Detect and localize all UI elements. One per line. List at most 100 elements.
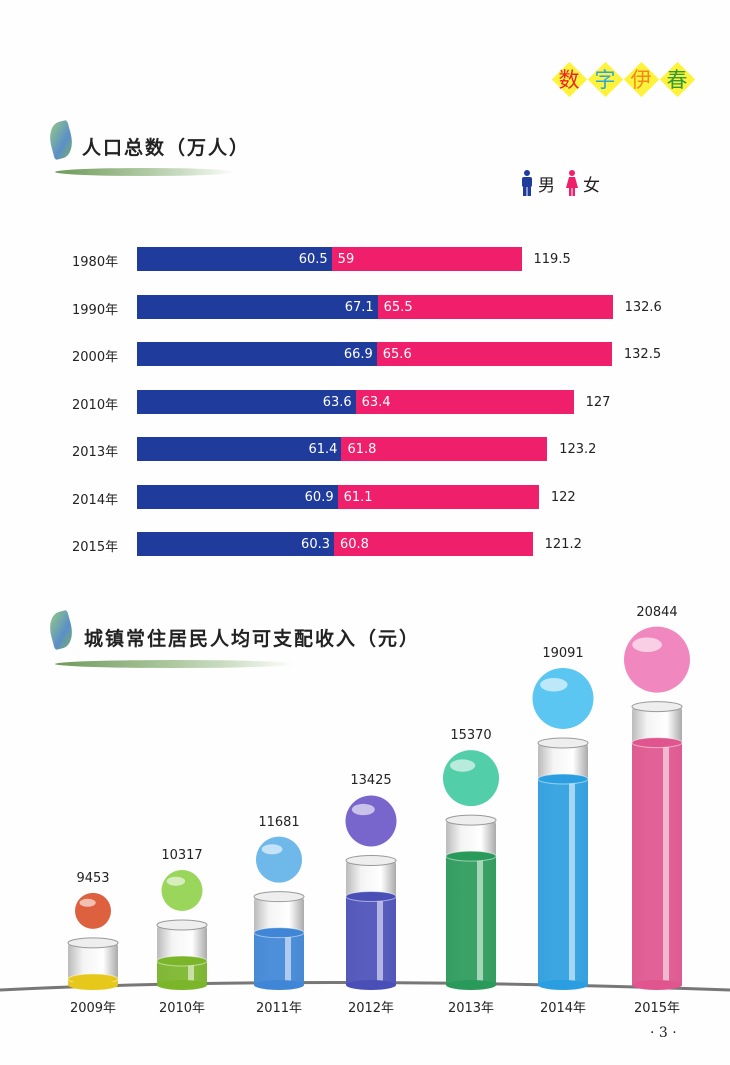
bar-female	[331, 247, 522, 271]
value-female: 65.5	[383, 299, 413, 315]
tube-liquid	[538, 778, 588, 985]
tube-highlight	[188, 960, 194, 985]
globe-icon	[161, 869, 203, 911]
value-label: 20844	[636, 604, 678, 620]
globe-icon	[256, 836, 302, 883]
tube-base	[446, 980, 496, 990]
globe-shine	[166, 876, 186, 886]
globe-icon	[75, 892, 111, 929]
bar-male	[137, 484, 338, 509]
tube-rim	[345, 854, 397, 866]
legend-female: 女	[583, 175, 600, 196]
globe-icon	[443, 750, 499, 807]
category-label: 2009年	[69, 1001, 117, 1016]
tube-rim	[445, 814, 497, 826]
value-male: 66.9	[343, 347, 373, 362]
title-swoosh	[55, 660, 295, 668]
bar-female	[341, 437, 548, 461]
globe-icon	[532, 667, 594, 729]
category-label: 2013年	[447, 1001, 495, 1016]
globe-shine	[540, 678, 568, 692]
value-female: 59	[337, 252, 355, 267]
value-male: 67.1	[344, 299, 374, 315]
category-label: 2012年	[347, 1001, 395, 1016]
category-label: 1990年	[72, 302, 119, 318]
value-label: 15370	[450, 728, 492, 744]
value-female: 60.8	[340, 537, 369, 552]
liquid-surface	[156, 955, 208, 967]
category-label: 2000年	[72, 350, 119, 365]
category-label: 1980年	[72, 255, 119, 270]
value-male: 63.6	[322, 394, 352, 410]
bar-male	[137, 247, 332, 271]
value-total: 132.5	[623, 347, 662, 362]
category-label: 2014年	[539, 1001, 587, 1016]
tube-liquid	[254, 932, 304, 985]
globe-icon	[624, 626, 690, 693]
value-male: 60.3	[301, 537, 330, 552]
tube-rim	[156, 919, 208, 931]
value-label: 9453	[76, 870, 110, 886]
tube-base	[538, 980, 588, 990]
value-label: 11681	[258, 814, 300, 830]
value-female: 63.4	[361, 394, 391, 410]
globe-shine	[632, 637, 662, 653]
tube-liquid	[632, 742, 682, 985]
category-label: 2010年	[72, 397, 119, 413]
tube-rim	[631, 701, 683, 713]
category-label: 2013年	[72, 445, 119, 460]
bar-male	[137, 532, 334, 556]
liquid-surface	[631, 737, 683, 749]
bar-female	[355, 389, 574, 414]
globe-shine	[261, 844, 283, 855]
tube-rim	[537, 737, 589, 749]
value-total: 121.2	[544, 537, 582, 552]
category-label: 2015年	[633, 1001, 681, 1016]
bar-female	[377, 294, 613, 319]
liquid-surface	[345, 890, 397, 902]
value-total: 123.2	[559, 442, 597, 457]
value-label: 10317	[161, 847, 203, 863]
bar-female	[376, 342, 612, 366]
tube-base	[68, 980, 118, 990]
logo-char: 春	[660, 62, 694, 96]
globe-icon	[345, 795, 397, 847]
liquid-surface	[537, 773, 589, 785]
tube-highlight	[569, 778, 575, 985]
value-label: 13425	[350, 773, 392, 789]
category-label: 2014年	[72, 492, 119, 508]
category-label: 2015年	[72, 540, 119, 555]
value-total: 132.6	[624, 299, 662, 315]
legend: 男 女	[520, 170, 600, 196]
female-icon	[566, 170, 578, 196]
value-male: 61.4	[308, 442, 338, 457]
category-label: 2011年	[255, 1001, 303, 1016]
logo-char: 数	[552, 62, 586, 96]
tube-rim	[67, 937, 119, 949]
page-number: · 3 ·	[650, 1025, 677, 1041]
tube-base	[346, 980, 396, 990]
liquid-surface	[445, 850, 497, 862]
male-icon	[522, 170, 532, 196]
globe-shine	[79, 898, 96, 907]
value-male: 60.9	[304, 489, 334, 505]
bar-male	[137, 294, 378, 319]
population-title: 人口总数（万人）	[82, 137, 251, 159]
logo-shuzi-yichun: 数字伊春	[552, 62, 696, 96]
value-total: 119.5	[533, 252, 571, 267]
tube-liquid	[446, 856, 496, 985]
logo-char: 字	[588, 62, 622, 96]
income-title: 城镇常住居民人均可支配收入（元）	[84, 628, 421, 650]
tube-highlight	[477, 856, 483, 985]
title-swoosh	[55, 168, 235, 176]
tube-highlight	[285, 932, 291, 985]
value-female: 61.1	[343, 489, 373, 505]
tube-liquid	[346, 896, 396, 985]
bar-female	[337, 484, 539, 509]
bar-male	[137, 342, 377, 366]
value-total: 127	[585, 394, 611, 410]
globe-shine	[351, 803, 375, 816]
value-female: 65.6	[382, 347, 412, 362]
